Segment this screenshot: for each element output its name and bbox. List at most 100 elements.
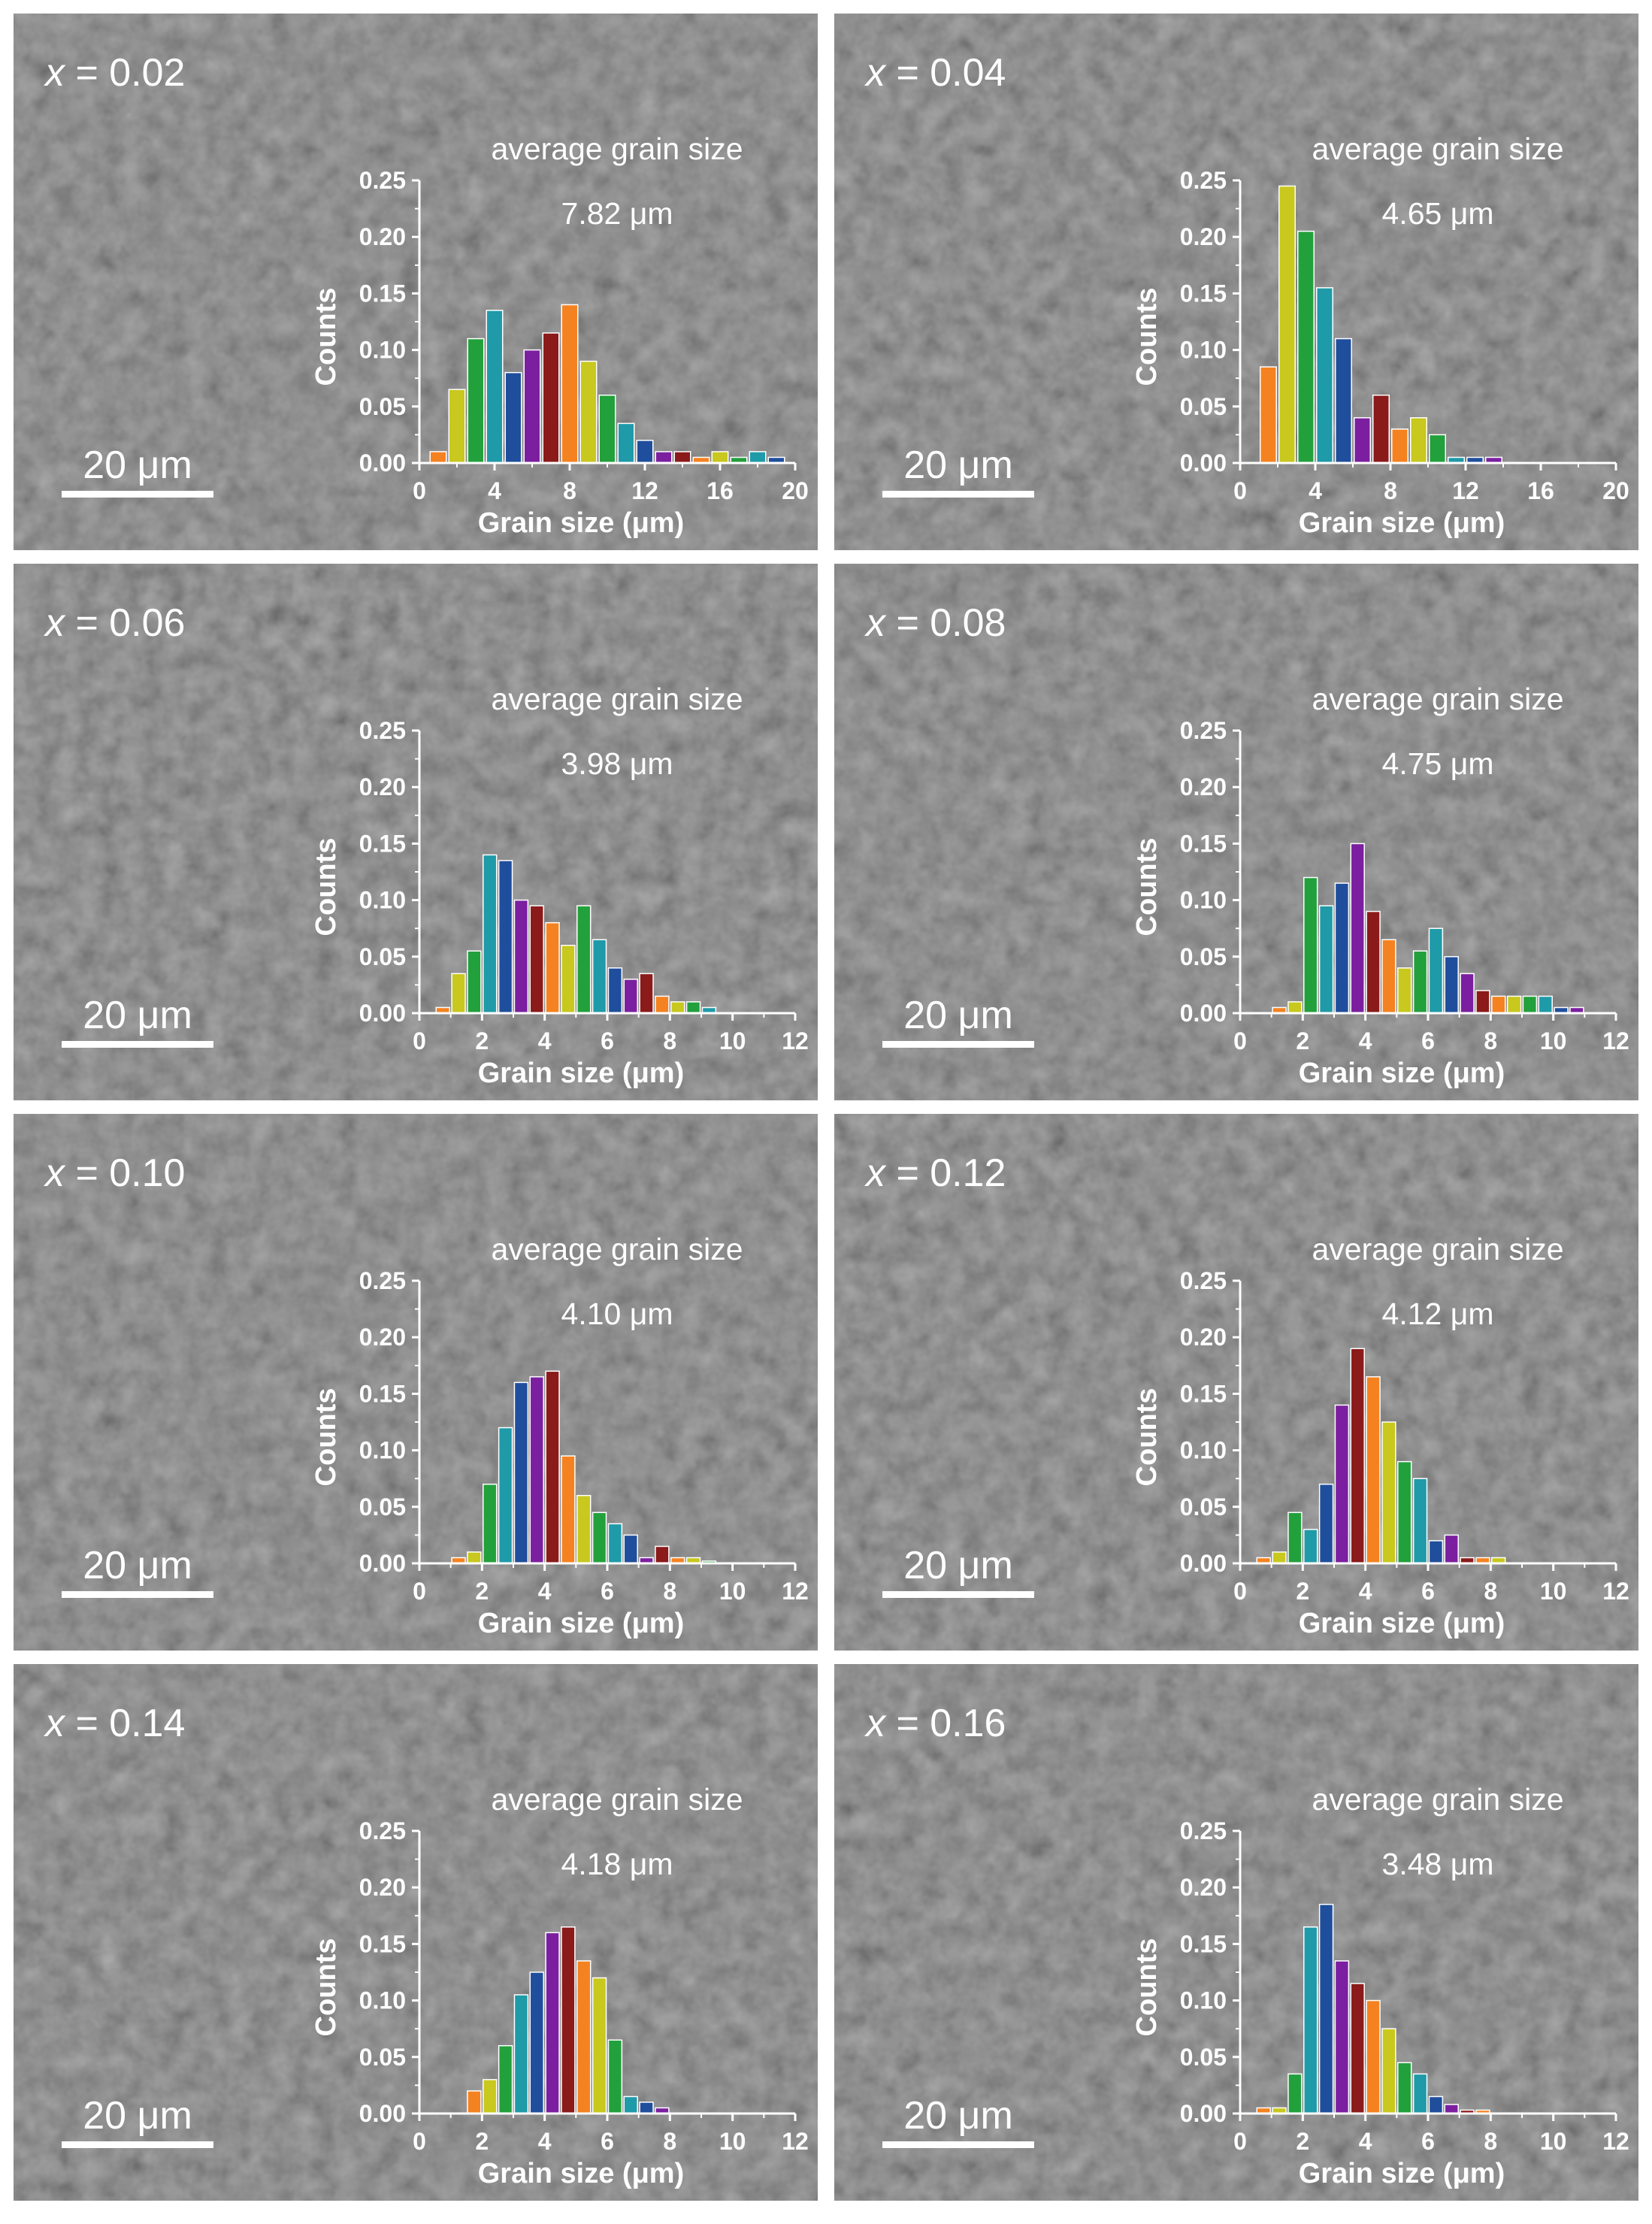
x-tick-label: 2	[1296, 1578, 1309, 1605]
x-tick-label: 16	[1527, 477, 1554, 504]
sem-panel: x = 0.12 20 μm average grain size 4.12 μm 0.…	[834, 1114, 1638, 1651]
histogram-bar	[545, 1932, 560, 2114]
annotation-value: 3.98 μm	[561, 746, 673, 781]
y-tick-label: 0.15	[1180, 280, 1227, 307]
scale-bar-label: 20 μm	[903, 994, 1013, 1037]
histogram-bar	[1334, 1404, 1350, 1564]
histogram-bar	[711, 451, 729, 464]
histogram-bar	[1278, 185, 1296, 464]
y-tick-label: 0.25	[359, 717, 406, 744]
y-axis-label: Counts	[310, 838, 342, 937]
x-tick-label: 0	[413, 1578, 426, 1605]
y-tick-label: 0.05	[359, 1493, 406, 1520]
histogram-bar	[655, 995, 670, 1014]
panel-label-value: = 0.16	[885, 1702, 1006, 1745]
panel-label-value: = 0.12	[885, 1151, 1006, 1195]
scale-bar-label: 20 μm	[83, 994, 192, 1037]
panel-label: x = 0.04	[864, 51, 1006, 95]
histogram-bar	[1287, 1511, 1303, 1564]
x-tick-label: 12	[631, 477, 658, 504]
x-tick-label: 6	[1421, 1027, 1435, 1055]
histogram-bar	[1334, 882, 1350, 1014]
x-axis-label: Grain size (μm)	[1299, 2158, 1505, 2189]
histogram-bar	[523, 349, 541, 464]
y-tick-label: 0.20	[359, 223, 406, 250]
histogram-bar	[1381, 939, 1396, 1014]
scale-bar	[882, 491, 1034, 498]
histogram-bar	[561, 1455, 576, 1564]
panel-label-variable: x	[43, 1702, 66, 1745]
y-axis-label: Counts	[1131, 288, 1163, 386]
x-axis-label: Grain size (μm)	[478, 1608, 685, 1639]
histogram-bar	[545, 1370, 560, 1564]
histogram-bar	[592, 939, 607, 1014]
y-tick-label: 0.00	[359, 449, 406, 477]
y-axis-label: Counts	[310, 1938, 342, 2037]
histogram-bar	[467, 2090, 482, 2114]
histogram-bar	[483, 2079, 498, 2114]
y-tick-label: 0.15	[1180, 830, 1227, 857]
histogram-bar	[1318, 905, 1334, 1014]
histogram-bar	[1444, 1534, 1459, 1564]
histogram-bar	[1412, 1478, 1428, 1564]
y-tick-label: 0.25	[359, 1817, 406, 1844]
y-tick-label: 0.05	[359, 393, 406, 420]
histogram-bar	[448, 389, 466, 464]
y-tick-label: 0.10	[1180, 337, 1227, 364]
panel-svg: x = 0.02 20 μm average grain size 7.82 μm 0.…	[14, 14, 818, 550]
x-tick-label: 0	[1233, 2128, 1247, 2155]
panel-label-value: = 0.14	[65, 1702, 185, 1745]
histogram-bar	[670, 1001, 685, 1014]
x-tick-label: 6	[601, 1027, 614, 1055]
histogram-bar	[1444, 2104, 1459, 2114]
y-tick-label: 0.20	[359, 1874, 406, 1901]
sem-panel: x = 0.10 20 μm average grain size 4.10 μm 0.…	[14, 1114, 818, 1651]
annotation-title: average grain size	[491, 1782, 743, 1817]
x-tick-label: 4	[1359, 2128, 1372, 2155]
scale-bar-label: 20 μm	[903, 1544, 1013, 1587]
histogram-bar	[467, 337, 485, 464]
histogram-bar	[1318, 1904, 1334, 2114]
histogram-bar	[529, 1971, 544, 2114]
histogram-bar	[1381, 1421, 1396, 1564]
x-tick-label: 2	[475, 2128, 489, 2155]
histogram-bar	[467, 950, 482, 1014]
panel-label: x = 0.10	[43, 1151, 185, 1195]
histogram-bar	[617, 422, 635, 464]
histogram-bar	[1303, 1926, 1318, 2114]
x-tick-label: 12	[1602, 1027, 1629, 1055]
y-tick-label: 0.10	[1180, 887, 1227, 914]
y-tick-label: 0.00	[1180, 2100, 1227, 2127]
annotation-value: 4.12 μm	[1382, 1297, 1494, 1331]
histogram-bar	[498, 860, 513, 1014]
histogram-bar	[498, 2045, 513, 2114]
histogram-bar	[1287, 2073, 1303, 2114]
annotation-title: average grain size	[491, 1232, 743, 1266]
x-tick-label: 0	[413, 2128, 426, 2155]
y-tick-label: 0.00	[359, 2100, 406, 2127]
histogram-bar	[429, 451, 447, 464]
y-tick-label: 0.00	[359, 1000, 406, 1027]
y-tick-label: 0.05	[1180, 2044, 1227, 2071]
annotation-value: 4.65 μm	[1382, 196, 1494, 231]
x-tick-label: 8	[1484, 1578, 1497, 1605]
y-tick-label: 0.05	[1180, 1493, 1227, 1520]
y-axis-label: Counts	[1131, 1388, 1163, 1487]
histogram-bar	[685, 1001, 701, 1014]
panel-label-value: = 0.10	[65, 1151, 185, 1195]
sem-panel: x = 0.06 20 μm average grain size 3.98 μm 0.…	[14, 564, 818, 1100]
panel-label-value: = 0.08	[885, 601, 1006, 645]
panel-label-variable: x	[864, 1702, 887, 1745]
x-tick-label: 8	[1484, 2128, 1497, 2155]
panel-svg: x = 0.16 20 μm average grain size 3.48 μm 0.…	[834, 1664, 1638, 2201]
panel-label-variable: x	[43, 51, 66, 95]
scale-bar	[882, 2141, 1034, 2148]
x-tick-label: 0	[413, 477, 426, 504]
x-tick-label: 8	[663, 1027, 676, 1055]
scale-bar-label: 20 μm	[903, 443, 1013, 487]
y-tick-label: 0.10	[359, 337, 406, 364]
panel-label-variable: x	[864, 601, 887, 645]
y-tick-label: 0.10	[359, 1987, 406, 2014]
scale-bar	[62, 2141, 213, 2148]
annotation-title: average grain size	[1312, 682, 1563, 716]
